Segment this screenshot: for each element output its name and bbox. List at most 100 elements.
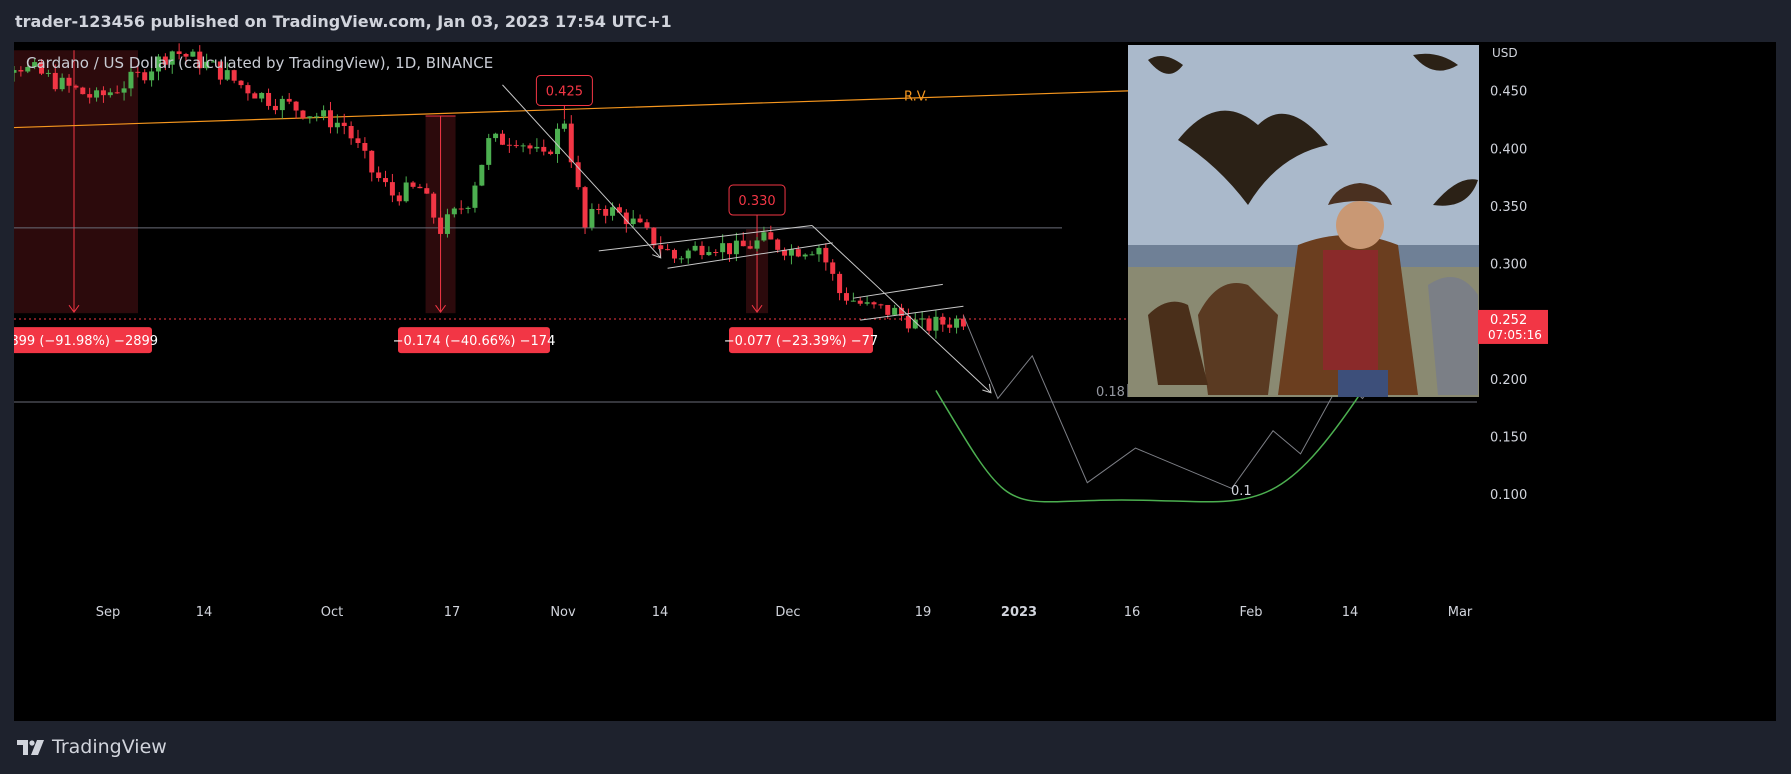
candle bbox=[383, 170, 389, 187]
candle bbox=[912, 312, 918, 330]
price-callout: 0.330 bbox=[728, 184, 786, 230]
candle bbox=[692, 241, 698, 252]
candle bbox=[224, 62, 230, 81]
candle bbox=[568, 115, 574, 168]
candle bbox=[334, 114, 340, 134]
candle bbox=[238, 80, 244, 89]
candle bbox=[788, 244, 794, 265]
candle bbox=[121, 81, 127, 101]
candle bbox=[720, 234, 726, 261]
candle bbox=[25, 64, 31, 74]
candle bbox=[417, 183, 423, 189]
channel-1-top bbox=[667, 242, 833, 269]
axis-currency-label: USD bbox=[1492, 46, 1518, 60]
bowl-curve bbox=[935, 390, 1364, 503]
candle bbox=[355, 129, 361, 149]
candle bbox=[107, 88, 113, 98]
candle bbox=[293, 100, 299, 119]
time-tick-label: Feb bbox=[1239, 605, 1262, 620]
chart-panel[interactable]: R.V. 0.18 0.1 0.425 0.330 2.899 (−91.98%) −28… bbox=[14, 42, 1776, 721]
candle bbox=[699, 241, 705, 260]
candle bbox=[286, 93, 292, 105]
candle bbox=[431, 191, 437, 224]
tradingview-logo-icon bbox=[17, 740, 44, 755]
candle bbox=[211, 59, 217, 63]
candle bbox=[713, 249, 719, 257]
candle bbox=[135, 65, 141, 78]
candle bbox=[899, 303, 905, 321]
candle bbox=[837, 271, 843, 301]
candle bbox=[80, 86, 86, 95]
candle bbox=[128, 63, 134, 97]
candle bbox=[142, 69, 148, 84]
trendline-2-arrowhead bbox=[982, 383, 992, 394]
price-tick-label: 0.350 bbox=[1490, 200, 1527, 215]
time-axis[interactable]: Sep 14 Oct 17 Nov 14 Dec 19 2023 16 Feb 14 Mar bbox=[96, 605, 1473, 620]
candle bbox=[197, 45, 203, 75]
candle bbox=[947, 317, 953, 334]
candle bbox=[169, 50, 175, 74]
candle bbox=[499, 130, 505, 146]
tradingview-wordmark: TradingView bbox=[52, 736, 167, 758]
candle bbox=[204, 53, 210, 71]
candle bbox=[45, 69, 51, 77]
measure-label-text: −0.174 (−40.66%) −174 bbox=[393, 334, 556, 349]
candles bbox=[14, 43, 966, 339]
candle bbox=[307, 116, 313, 124]
candle bbox=[596, 203, 602, 215]
time-tick-label: 14 bbox=[1342, 605, 1359, 620]
time-tick-label: Mar bbox=[1448, 605, 1473, 620]
price-callout: 0.425 bbox=[535, 74, 593, 120]
candle bbox=[162, 53, 168, 71]
price-tick-label: 0.450 bbox=[1490, 85, 1527, 100]
candle bbox=[575, 155, 581, 190]
candle bbox=[589, 203, 595, 231]
candle bbox=[327, 101, 333, 134]
measure-label-text: 2.899 (−91.98%) −2899 bbox=[14, 334, 158, 349]
candle bbox=[843, 287, 849, 305]
candle bbox=[245, 82, 251, 101]
candle bbox=[486, 133, 492, 170]
candle bbox=[493, 132, 499, 142]
candle bbox=[940, 313, 946, 332]
candle bbox=[527, 143, 533, 155]
candle bbox=[73, 84, 79, 90]
price-chart[interactable]: R.V. 0.18 0.1 0.425 0.330 2.899 (−91.98%) −28… bbox=[14, 42, 1776, 721]
candle bbox=[782, 247, 788, 261]
price-tick-label: 0.400 bbox=[1490, 142, 1527, 157]
candle bbox=[300, 109, 306, 120]
candle bbox=[252, 91, 258, 99]
time-tick-label: Dec bbox=[775, 605, 800, 620]
trendline-2 bbox=[811, 225, 992, 394]
candle bbox=[155, 54, 161, 81]
candle bbox=[954, 315, 960, 334]
candle bbox=[665, 244, 671, 251]
measure-label: −0.174 (−40.66%) −174 bbox=[393, 327, 556, 354]
candle bbox=[823, 243, 829, 271]
candle bbox=[706, 246, 712, 256]
candle bbox=[403, 176, 409, 203]
candle bbox=[479, 164, 485, 187]
candle bbox=[747, 240, 753, 250]
time-tick-label: Sep bbox=[96, 605, 121, 620]
candle bbox=[66, 74, 72, 93]
channel-1-bottom bbox=[598, 225, 813, 252]
candle bbox=[14, 65, 17, 82]
measure-zone bbox=[14, 50, 138, 314]
time-tick-label: Oct bbox=[321, 605, 343, 620]
candle bbox=[816, 245, 822, 262]
measure-label-text: −0.077 (−23.39%) −77 bbox=[724, 334, 878, 349]
candle bbox=[100, 86, 106, 103]
candle bbox=[850, 292, 856, 302]
tradingview-brand[interactable]: TradingView bbox=[16, 736, 167, 758]
price-axis[interactable]: USD 0.450 0.400 0.350 0.300 0.200 0.150 0.100 0.… bbox=[1478, 46, 1548, 503]
candle bbox=[465, 206, 471, 214]
candle bbox=[341, 113, 347, 135]
candle bbox=[919, 311, 925, 329]
trendline-1-arrowhead bbox=[652, 248, 662, 259]
candle bbox=[651, 227, 657, 249]
time-tick-label: 16 bbox=[1124, 605, 1141, 620]
candle bbox=[183, 52, 189, 64]
candle bbox=[541, 139, 547, 156]
plot-area[interactable]: R.V. 0.18 0.1 0.425 0.330 2.899 (−91.98%) −28… bbox=[14, 43, 1477, 503]
